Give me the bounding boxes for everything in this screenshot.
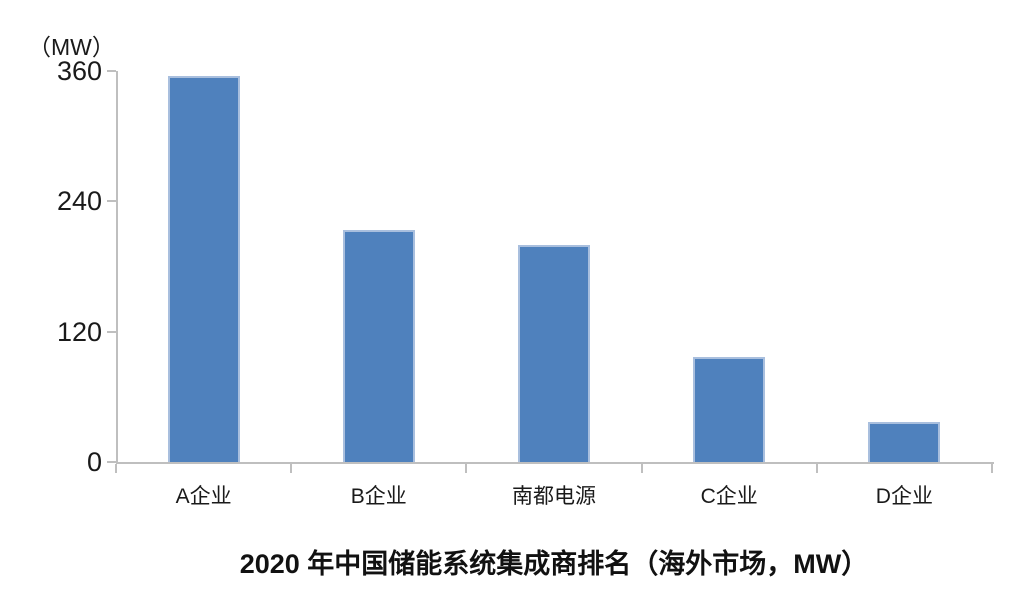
x-axis-category-label: B企业	[350, 485, 407, 508]
y-axis-tick-label: 120	[56, 316, 102, 347]
x-axis-category-label: A企业	[175, 485, 232, 508]
y-axis-tick	[107, 70, 116, 72]
x-axis-tick	[465, 464, 468, 473]
x-axis-tick	[991, 464, 993, 473]
y-axis-tick-label: 0	[86, 447, 102, 477]
y-axis-tick	[107, 200, 116, 203]
x-axis-tick	[640, 464, 643, 473]
x-axis-category-label: C企业	[700, 485, 758, 508]
y-axis-unit-label: （MW）	[28, 34, 115, 60]
x-axis-category-label: 南都电源	[511, 485, 596, 508]
x-axis-category-label: D企业	[875, 485, 933, 508]
bar	[868, 421, 941, 462]
x-axis-tick	[115, 464, 117, 473]
plot-area	[116, 71, 994, 464]
x-axis-tick	[815, 464, 818, 473]
bar	[518, 244, 590, 462]
y-axis-tick	[107, 461, 116, 463]
bar	[167, 76, 240, 462]
y-axis-tick	[107, 330, 116, 333]
y-axis-tick-label: 360	[56, 56, 102, 86]
bar	[342, 229, 415, 462]
chart-title: 2020 年中国储能系统集成商排名（海外市场，MW）	[239, 549, 869, 579]
x-axis-tick	[290, 464, 293, 473]
bar	[693, 356, 766, 462]
y-axis-tick-label: 240	[56, 186, 102, 217]
